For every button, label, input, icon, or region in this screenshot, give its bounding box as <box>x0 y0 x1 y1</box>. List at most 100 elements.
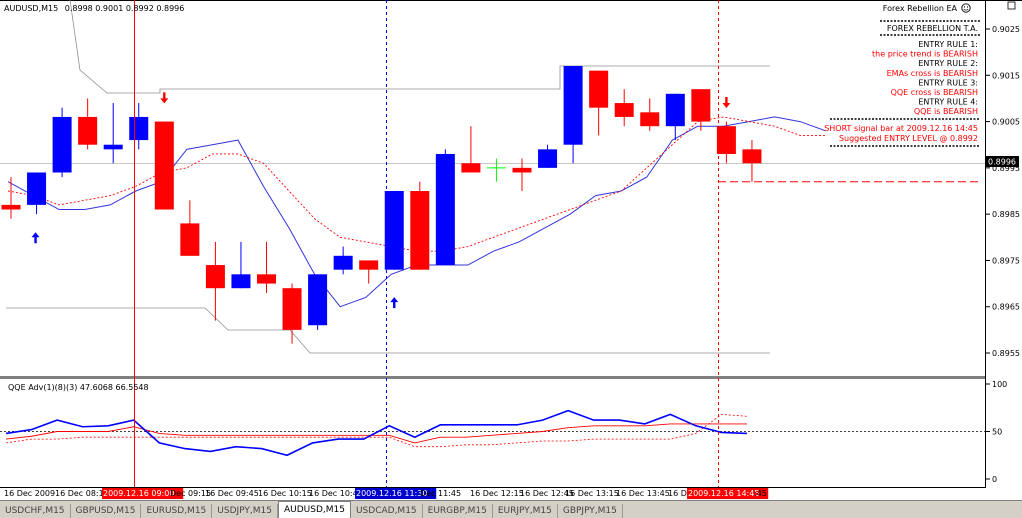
panel-separator[interactable] <box>0 376 985 379</box>
candle <box>257 241 276 293</box>
info-rule-line: QQE is BEARISH <box>914 107 978 116</box>
chart-background <box>0 0 1022 500</box>
symbol-tab[interactable]: USDCHF,M15 <box>0 504 71 518</box>
candle <box>589 70 609 136</box>
candle <box>308 274 328 330</box>
candle <box>231 241 251 289</box>
time-tick-label: 2009.12.16 11:30 <box>356 489 427 498</box>
smiley-icon <box>961 3 971 13</box>
time-tick-label: 16 Dec 08:15 <box>55 489 109 498</box>
price-tick-label: 0.9015 <box>992 71 1020 80</box>
candle-body <box>614 103 634 117</box>
candle-body <box>359 260 379 270</box>
candle-body <box>52 116 72 173</box>
info-rule-line: ENTRY RULE 4: <box>918 98 978 107</box>
symbol-tab-bar: USDCHF,M15 GBPUSD,M15 EURUSD,M15 USDJPY,M15… <box>0 500 1022 518</box>
candles <box>1 66 762 344</box>
candle-body <box>691 89 711 122</box>
symbol-tab[interactable]: EURUSD,M15 <box>141 504 213 518</box>
symbol-tab[interactable]: EURJPY,M15 <box>492 504 558 518</box>
arrow-down-icon <box>160 92 169 104</box>
candle <box>282 283 302 344</box>
price-tick-label: 0.8995 <box>992 164 1020 173</box>
price-tick-label: 0.8975 <box>992 256 1020 265</box>
time-highlight <box>687 488 769 499</box>
signal-text: SHORT signal bar at 2009.12.16 14:45 <box>824 124 978 133</box>
arrow-shape <box>390 297 399 309</box>
qqe-fast-line <box>5 409 747 457</box>
candle <box>180 200 200 256</box>
entry-level-text: Suggested ENTRY LEVEL @ 0.8992 <box>839 134 978 143</box>
candle-body <box>716 126 736 154</box>
time-tick-label: :45 <box>754 489 767 498</box>
chart-canvas[interactable]: 0.9025 0.9015 0.9005 0.8995 0.8985 0.8975 0.89… <box>0 0 1022 500</box>
candle-body <box>154 121 174 210</box>
candle <box>27 172 47 215</box>
info-panel: FOREX REBELLION T.A. SHORT signal bar at… <box>824 20 980 147</box>
price-tick-label: 0.9025 <box>992 25 1020 34</box>
qqe-tick-label: 50 <box>992 428 1002 437</box>
candle-body <box>231 274 251 289</box>
symbol-tab[interactable]: GBPJPY,M15 <box>557 504 623 518</box>
candle-body <box>308 274 328 326</box>
symbol-tab[interactable]: USDJPY,M15 <box>212 504 278 518</box>
arrow-up-icon <box>390 297 399 309</box>
qqe-indicator <box>0 409 985 457</box>
candle-body <box>129 116 149 141</box>
time-tick-label: 16 Dec 10:15 <box>258 489 312 498</box>
time-tick-label: 16 Dec <box>668 489 696 498</box>
candle <box>333 246 353 275</box>
candle <box>614 89 634 127</box>
candle <box>435 149 455 266</box>
candle <box>563 66 583 164</box>
vertical-markers <box>134 0 719 487</box>
price-tick-label: 0.8965 <box>992 303 1020 312</box>
candle <box>78 98 98 150</box>
time-tick-label: 16 Dec 12:45 <box>520 489 574 498</box>
current-price-marker: 0.8996 <box>985 156 1019 167</box>
candle <box>52 107 72 178</box>
qqe-slow-line <box>5 423 747 444</box>
window-restore-icon[interactable] <box>1007 1 1016 10</box>
candle-body <box>333 255 353 270</box>
time-tick-label: 16 Dec 13:15 <box>565 489 619 498</box>
qqe-label: QQE Adv(1)(8)(3) 47.6068 66.5548 <box>8 383 149 392</box>
candle-body <box>282 288 302 330</box>
symbol-label: AUDUSD,M15 0.8998 0.9001 0.8992 0.8996 <box>4 4 184 13</box>
ea-label: Forex Rebellion EA <box>883 4 958 13</box>
info-rule-line: QQE cross is BEARISH <box>891 88 978 97</box>
candle <box>640 98 660 131</box>
time-tick-label: 16 Dec 2009 <box>4 489 55 498</box>
candle-body <box>742 149 762 164</box>
qqe-tick-label: 0 <box>992 475 997 484</box>
candle <box>205 241 225 321</box>
candle <box>742 140 762 182</box>
ema-slow-line <box>7 116 826 252</box>
candle-body <box>384 190 404 270</box>
candle-body <box>27 172 47 205</box>
candle-body <box>180 223 200 256</box>
candle-body <box>665 93 685 127</box>
symbol-tab[interactable]: AUDUSD,M15 <box>277 501 351 518</box>
candle <box>359 260 379 284</box>
info-rule-line: ENTRY RULE 2: <box>918 59 978 68</box>
candle <box>1 177 21 219</box>
signal-arrows <box>31 92 980 309</box>
arrow-down-icon <box>722 97 731 109</box>
price-tick-label: 0.8985 <box>992 210 1020 219</box>
time-tick-label: 16 Dec 10:45 <box>309 489 363 498</box>
candle <box>384 190 404 270</box>
symbol-tab[interactable]: USDCAD,M15 <box>350 504 423 518</box>
time-highlight <box>355 488 437 499</box>
symbol-tab[interactable]: EURGBP,M15 <box>422 504 493 518</box>
info-panel-title: FOREX REBELLION T.A. <box>887 24 978 33</box>
symbol-tab[interactable]: GBPUSD,M15 <box>70 504 142 518</box>
current-price-label: 0.8996 <box>988 158 1016 167</box>
time-tick-label: 16 Dec 09:45 <box>205 489 259 498</box>
candle <box>512 158 532 191</box>
price-tick-label: 0.9005 <box>992 118 1020 127</box>
arrow-shape <box>160 92 169 104</box>
time-tick-label: 16 Dec 12:15 <box>470 489 524 498</box>
